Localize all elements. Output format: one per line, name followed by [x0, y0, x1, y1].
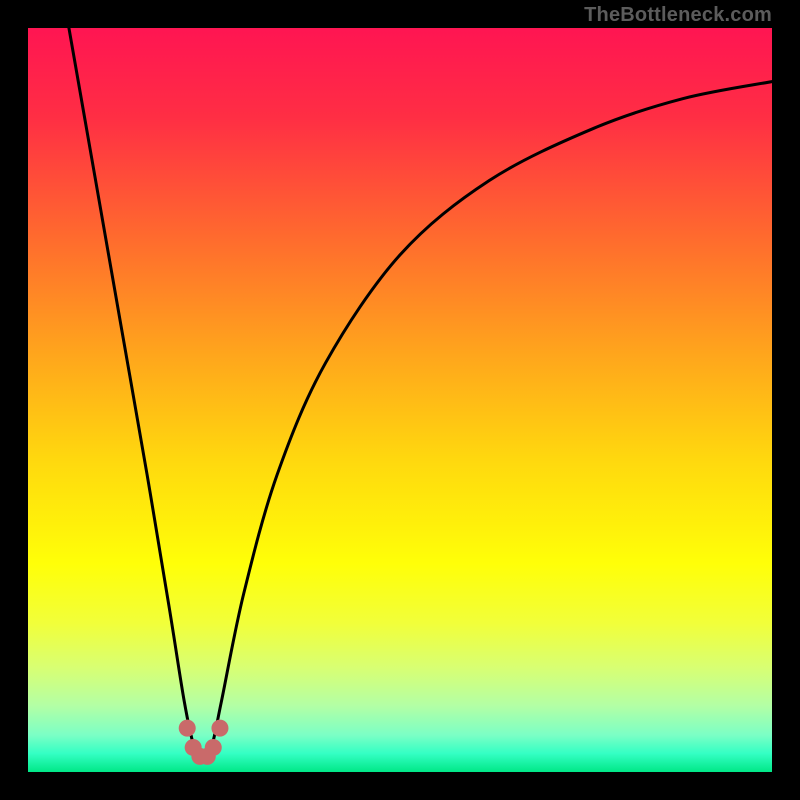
watermark-text: TheBottleneck.com — [584, 4, 772, 27]
trough-marker — [211, 720, 228, 737]
trough-marker — [205, 739, 222, 756]
trough-markers — [179, 720, 229, 765]
bottleneck-curve — [69, 28, 772, 759]
curve-layer — [28, 28, 772, 772]
trough-marker — [179, 720, 196, 737]
chart-container: { "watermark": { "text": "TheBottleneck.… — [0, 0, 800, 800]
plot-area — [28, 28, 772, 772]
